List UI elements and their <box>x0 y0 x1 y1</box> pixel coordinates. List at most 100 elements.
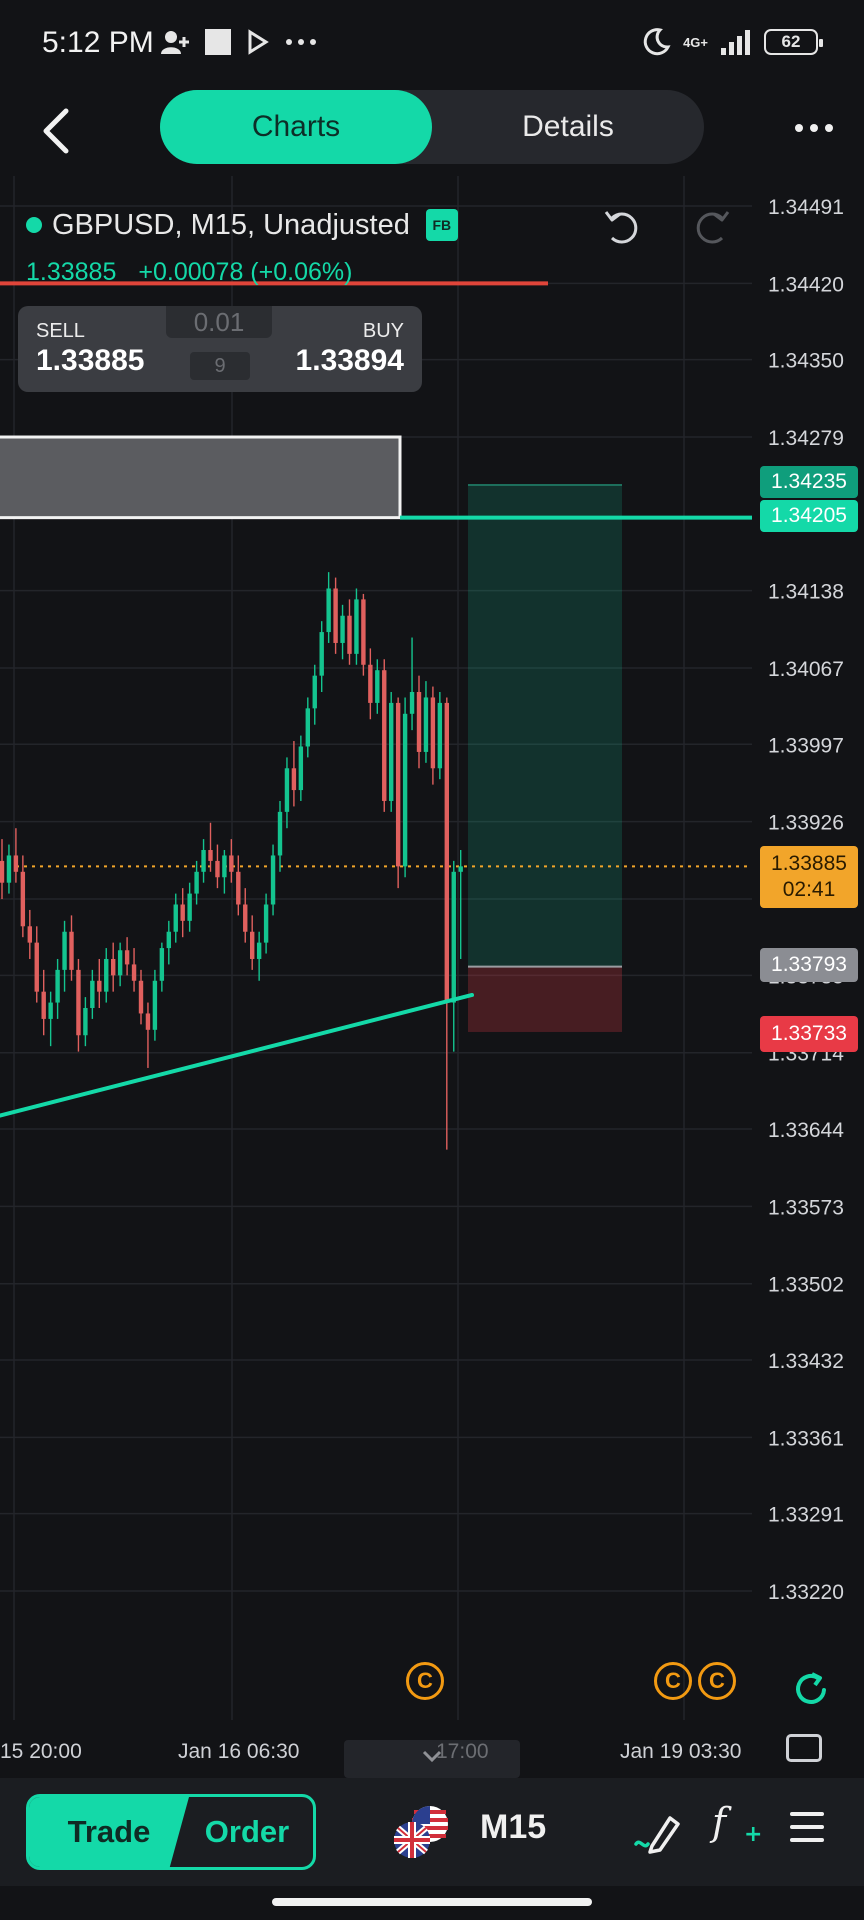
more-notifications-icon <box>286 39 316 45</box>
home-indicator[interactable] <box>272 1898 592 1906</box>
candle-body <box>319 632 324 676</box>
status-bar: 5:12 PM 4G+ 62 <box>0 0 864 86</box>
y-tick-label: 1.33432 <box>768 1350 844 1373</box>
candle-body <box>229 855 234 872</box>
candle-body <box>41 991 46 1019</box>
entry-price-tag[interactable]: 1.33793 <box>760 948 858 982</box>
currency-pair-flags-icon[interactable] <box>392 1804 452 1860</box>
candle-body <box>201 850 206 872</box>
y-tick-label: 1.33573 <box>768 1196 844 1219</box>
trade-button[interactable]: Trade <box>29 1797 189 1867</box>
indicators-button[interactable]: f + <box>712 1800 762 1860</box>
candle-body <box>291 768 297 791</box>
candle-body <box>389 702 394 801</box>
contact-icon <box>161 31 189 54</box>
x-tick-label: 17:00 <box>436 1740 489 1763</box>
candle-body <box>395 702 401 867</box>
candle-body <box>277 811 283 856</box>
redo-button[interactable] <box>690 204 734 248</box>
take-profit-tag[interactable]: 1.34235 <box>760 466 858 498</box>
last-price: 1.33885 <box>26 258 117 286</box>
plus-icon: + <box>744 1822 763 1847</box>
candle-body <box>416 692 422 752</box>
fullscreen-button[interactable] <box>786 1734 822 1762</box>
buy-price[interactable]: 1.33894 <box>295 344 404 377</box>
y-tick-label: 1.33926 <box>768 812 844 835</box>
event-marker[interactable]: C <box>698 1662 736 1700</box>
supply-zone <box>0 435 402 520</box>
function-icon: f <box>712 1800 727 1844</box>
y-tick-label: 1.33502 <box>768 1274 844 1297</box>
candle-countdown: 02:41 <box>782 878 836 901</box>
candle-body <box>284 768 290 812</box>
y-tick-label: 1.33361 <box>768 1427 844 1450</box>
more-dot-icon <box>795 124 803 132</box>
candle-body <box>173 904 178 932</box>
candle-body <box>243 904 248 932</box>
y-tick-label: 1.34067 <box>768 658 844 681</box>
timeframe-selector[interactable]: M15 <box>480 1808 547 1846</box>
moon-icon <box>643 28 671 56</box>
tab-charts[interactable]: Charts <box>160 90 432 164</box>
candle-body <box>368 664 373 703</box>
y-tick-label: 1.33220 <box>768 1581 844 1604</box>
y-tick-label: 1.33291 <box>768 1504 844 1527</box>
tab-details[interactable]: Details <box>522 110 614 143</box>
candle-body <box>83 1008 88 1036</box>
candle-body <box>409 692 415 714</box>
y-tick-label: 1.34420 <box>768 273 844 296</box>
reset-chart-button[interactable] <box>788 1666 834 1712</box>
back-button[interactable] <box>22 98 88 164</box>
status-time: 5:12 PM <box>42 26 154 59</box>
candle-body <box>6 855 12 883</box>
y-tick-label: 1.34138 <box>768 581 844 604</box>
candle-body <box>430 697 436 769</box>
candle-body <box>194 871 199 894</box>
candle-body <box>215 860 220 878</box>
more-dot-icon <box>810 124 818 132</box>
fb-badge[interactable]: FB <box>425 209 458 241</box>
y-tick-label: 1.34279 <box>768 427 844 450</box>
price-chart[interactable]: 1.34491 1.34420 1.34350 1.34279 1.34205 1.341… <box>0 0 864 1776</box>
candle-body <box>361 599 366 665</box>
candle-body <box>312 675 317 709</box>
sell-price[interactable]: 1.33885 <box>36 344 145 377</box>
candle-body <box>326 588 331 633</box>
candle-body <box>270 855 276 905</box>
candle-body <box>69 931 74 970</box>
event-marker[interactable]: C <box>406 1662 444 1700</box>
menu-line-icon <box>790 1838 824 1842</box>
candle-body <box>402 713 408 867</box>
current-price-value: 1.33885 <box>771 852 847 875</box>
undo-button[interactable] <box>600 204 644 248</box>
trendline <box>0 992 474 1118</box>
battery-indicator: 62 <box>764 29 823 55</box>
trade-label: Trade <box>67 1814 151 1849</box>
view-switcher: Charts Details <box>160 90 704 164</box>
candle-body <box>180 904 185 921</box>
stop-loss-tag[interactable]: 1.33733 <box>760 1016 858 1052</box>
line-level-tag[interactable]: 1.34205 <box>760 500 858 532</box>
sell-label[interactable]: SELL <box>36 320 85 342</box>
candle-body <box>263 904 269 943</box>
price-change-line: 1.33885 +0.00078 (+0.06%) <box>26 258 352 287</box>
spread-value: 9 <box>190 352 250 380</box>
candle-body <box>117 950 123 976</box>
trade-order-toggle: Trade Order <box>26 1794 316 1870</box>
drawing-tools-icon[interactable] <box>630 1804 686 1860</box>
candle-body <box>305 708 310 747</box>
chart-header-bar: Charts Details <box>0 86 864 176</box>
redo-icon <box>696 211 730 244</box>
refresh-icon <box>796 1672 826 1704</box>
more-options-button[interactable] <box>784 108 844 148</box>
candle-body <box>13 855 19 872</box>
x-tick-label: Jan 19 03:30 <box>620 1740 742 1763</box>
event-marker[interactable]: C <box>654 1662 692 1700</box>
quick-trade-panel: SELL 1.33885 0.01 9 BUY 1.33894 <box>18 306 422 392</box>
menu-button[interactable] <box>790 1812 824 1842</box>
buy-label[interactable]: BUY <box>362 320 404 342</box>
y-tick-label: 1.33997 <box>768 734 844 757</box>
status-right: 4G+ 62 <box>641 24 823 60</box>
order-button[interactable]: Order <box>179 1797 313 1867</box>
lot-size-input[interactable]: 0.01 <box>166 306 272 338</box>
